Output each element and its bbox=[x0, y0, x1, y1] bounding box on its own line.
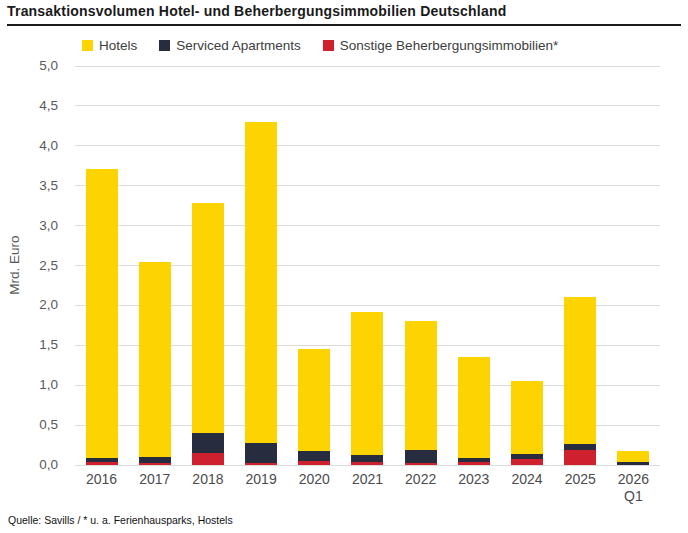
legend-label: Serviced Apartments bbox=[176, 38, 301, 53]
y-tick-label: 1,5 bbox=[0, 337, 58, 352]
chart-page: { "header": { "title": "Transaktionsvolu… bbox=[0, 0, 688, 533]
y-tick-label: 3,5 bbox=[0, 178, 58, 193]
x-tick-label: 2021 bbox=[341, 471, 394, 488]
legend-swatch-icon bbox=[323, 40, 334, 51]
x-tick-label: 2025 bbox=[554, 471, 607, 488]
bar-2017 bbox=[128, 66, 181, 465]
y-tick-label: 1,0 bbox=[0, 377, 58, 392]
bar-segment-hotels bbox=[192, 203, 224, 433]
bar-segment-sonstige-beherbergungsimmobilien bbox=[458, 462, 490, 465]
bar-2024 bbox=[500, 66, 553, 465]
y-tick-label: 3,0 bbox=[0, 218, 58, 233]
bar-segment-hotels bbox=[245, 122, 277, 443]
bar-2021 bbox=[341, 66, 394, 465]
bar-segment-sonstige-beherbergungsimmobilien bbox=[564, 450, 596, 465]
bar-2020 bbox=[288, 66, 341, 465]
bar-segment-hotels bbox=[458, 357, 490, 458]
y-tick-label: 0,0 bbox=[0, 457, 58, 472]
bar-2022 bbox=[394, 66, 447, 465]
bar-2018 bbox=[181, 66, 234, 465]
bar-2019 bbox=[235, 66, 288, 465]
x-tick-label: 2026 Q1 bbox=[607, 471, 660, 505]
x-tick-label: 2022 bbox=[394, 471, 447, 488]
x-tick-label: 2018 bbox=[181, 471, 234, 488]
legend-item-sonstige-beherbergungsimmobilien: Sonstige Beherbergungsimmobilien* bbox=[323, 38, 558, 53]
bar-segment-hotels bbox=[405, 321, 437, 450]
legend: Hotels Serviced Apartments Sonstige Beherb… bbox=[82, 38, 558, 53]
bar-segment-hotels bbox=[298, 349, 330, 452]
legend-swatch-icon bbox=[82, 40, 93, 51]
x-tick-label: 2024 bbox=[500, 471, 553, 488]
y-tick-label: 2,0 bbox=[0, 297, 58, 312]
x-tick-label: 2016 bbox=[75, 471, 128, 488]
y-tick-label: 0,5 bbox=[0, 417, 58, 432]
legend-item-hotels: Hotels bbox=[82, 38, 137, 53]
bar-segment-hotels bbox=[351, 312, 383, 456]
x-tick-label: 2023 bbox=[447, 471, 500, 488]
bar-segment-sonstige-beherbergungsimmobilien bbox=[298, 461, 330, 465]
bar-2023 bbox=[447, 66, 500, 465]
source-note: Quelle: Savills / * u. a. Ferienhauspark… bbox=[8, 514, 233, 526]
chart-title: Transaktionsvolumen Hotel- und Beherberg… bbox=[7, 3, 681, 26]
x-tick-label: 2017 bbox=[128, 471, 181, 488]
bar-segment-hotels bbox=[139, 262, 171, 457]
bar-segment-sonstige-beherbergungsimmobilien bbox=[192, 453, 224, 465]
bar-segment-serviced-apartments bbox=[192, 433, 224, 453]
y-tick-label: 4,5 bbox=[0, 98, 58, 113]
legend-label: Sonstige Beherbergungsimmobilien* bbox=[340, 38, 558, 53]
bar-segment-hotels bbox=[617, 451, 649, 461]
bar-segment-sonstige-beherbergungsimmobilien bbox=[405, 463, 437, 465]
bar-segment-serviced-apartments bbox=[617, 462, 649, 465]
bar-2025 bbox=[554, 66, 607, 465]
bar-segment-sonstige-beherbergungsimmobilien bbox=[351, 462, 383, 465]
y-tick-label: 5,0 bbox=[0, 58, 58, 73]
x-tick-label: 2019 bbox=[235, 471, 288, 488]
bar-segment-hotels bbox=[564, 297, 596, 444]
plot-area bbox=[75, 66, 660, 465]
bar-segment-sonstige-beherbergungsimmobilien bbox=[245, 463, 277, 465]
y-tick-label: 4,0 bbox=[0, 138, 58, 153]
bar-segment-serviced-apartments bbox=[245, 443, 277, 463]
legend-label: Hotels bbox=[99, 38, 137, 53]
bar-2026 bbox=[607, 66, 660, 465]
bar-segment-serviced-apartments bbox=[298, 451, 330, 461]
bar-segment-serviced-apartments bbox=[405, 450, 437, 463]
x-tick-label: 2020 bbox=[288, 471, 341, 488]
legend-item-serviced-apartments: Serviced Apartments bbox=[159, 38, 301, 53]
bar-segment-sonstige-beherbergungsimmobilien bbox=[511, 459, 543, 465]
bar-2016 bbox=[75, 66, 128, 465]
bar-segment-sonstige-beherbergungsimmobilien bbox=[139, 463, 171, 465]
bar-segment-hotels bbox=[511, 381, 543, 454]
bar-segment-hotels bbox=[86, 169, 118, 458]
y-tick-label: 2,5 bbox=[0, 258, 58, 273]
legend-swatch-icon bbox=[159, 40, 170, 51]
bar-segment-sonstige-beherbergungsimmobilien bbox=[86, 462, 118, 465]
